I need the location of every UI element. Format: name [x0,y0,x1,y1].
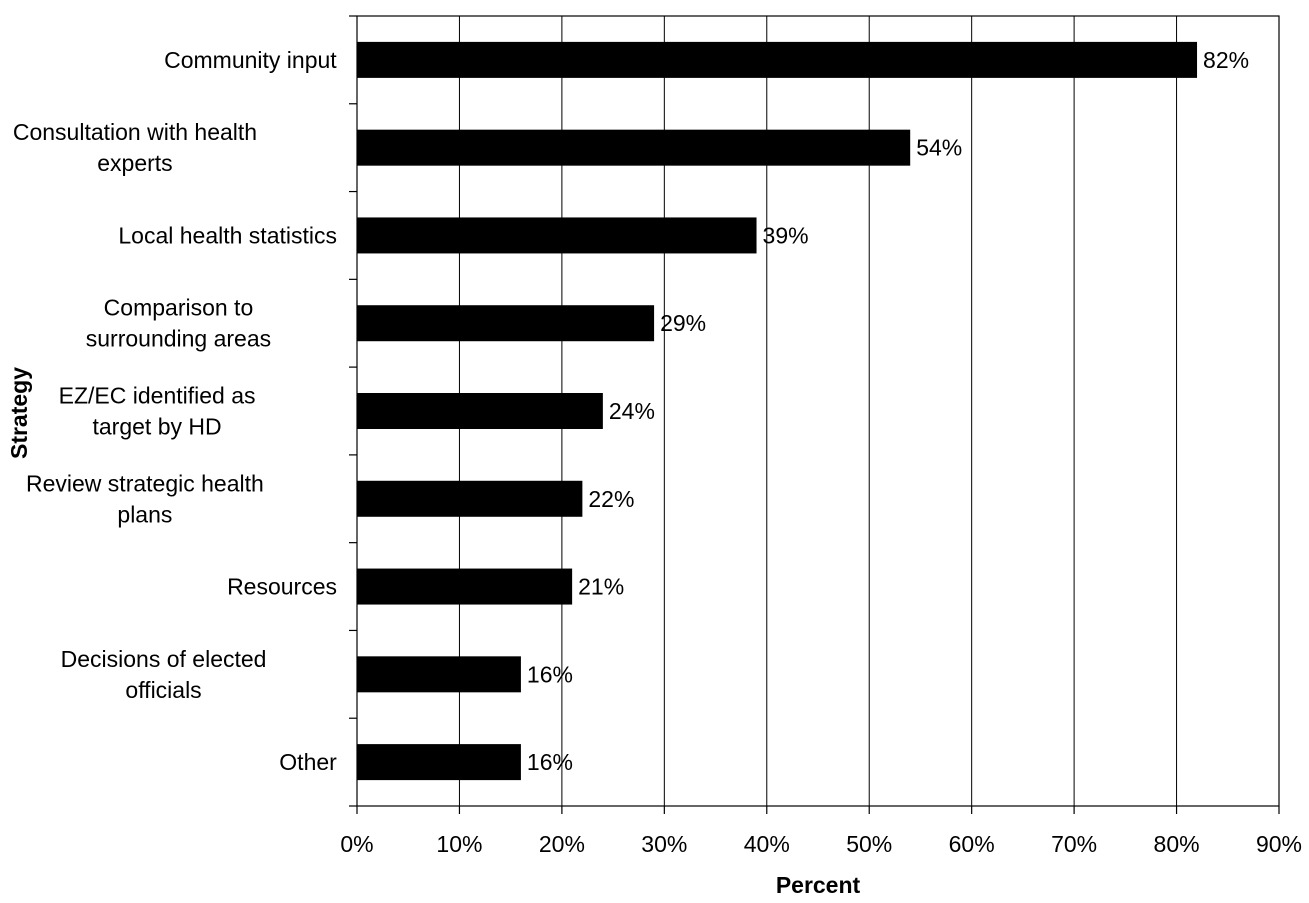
y-tick-label: Comparison to surrounding areas [86,295,271,352]
x-tick-label: 0% [340,831,373,857]
bar [357,480,583,517]
x-tick-label: 30% [641,831,687,857]
data-label: 39% [763,222,809,248]
x-tick-label: 40% [744,831,790,857]
data-label: 22% [588,486,634,512]
x-tick-label: 20% [539,831,585,857]
y-tick-label: EZ/EC identified as target by HD [59,383,256,440]
y-tick-label: Local health statistics [118,222,337,248]
data-label: 16% [527,661,573,687]
x-axis-title: Percent [776,872,861,898]
x-tick-label: 50% [846,831,892,857]
bar [357,129,911,166]
data-labels: 82% 54% 39% 29% 24% 22% 21% 16% 16% [527,47,1249,775]
bar [357,217,757,254]
data-label: 21% [578,574,624,600]
x-tick-label: 70% [1051,831,1097,857]
y-axis-title: Strategy [6,367,32,459]
bar [357,656,521,693]
y-tick-label: Decisions of elected officials [61,646,267,703]
data-label: 24% [609,398,655,424]
y-tick-label: Resources [227,574,337,600]
axes [349,15,1280,814]
bar [357,305,655,342]
y-tick-label: Community input [164,47,337,73]
y-tick-label: Review strategic health plans [26,470,264,527]
x-tick-label: 10% [436,831,482,857]
data-label: 82% [1203,47,1249,73]
x-tick-label: 90% [1256,831,1302,857]
data-label: 29% [660,310,706,336]
tick-labels: 0% 10% 20% 30% 40% 50% 60% 70% 80% 90% Community i… [13,47,1302,857]
plot-frame [356,15,1280,807]
bar [357,744,521,781]
bar [357,393,603,429]
bar [357,41,1198,78]
data-label: 16% [527,749,573,775]
y-tick-label: Consultation with health experts [13,119,257,176]
x-tick-label: 60% [949,831,995,857]
y-tick-label: Other [279,749,337,775]
bars [357,41,1198,781]
bar [357,568,573,605]
data-label: 54% [916,135,962,161]
x-tick-label: 80% [1154,831,1200,857]
